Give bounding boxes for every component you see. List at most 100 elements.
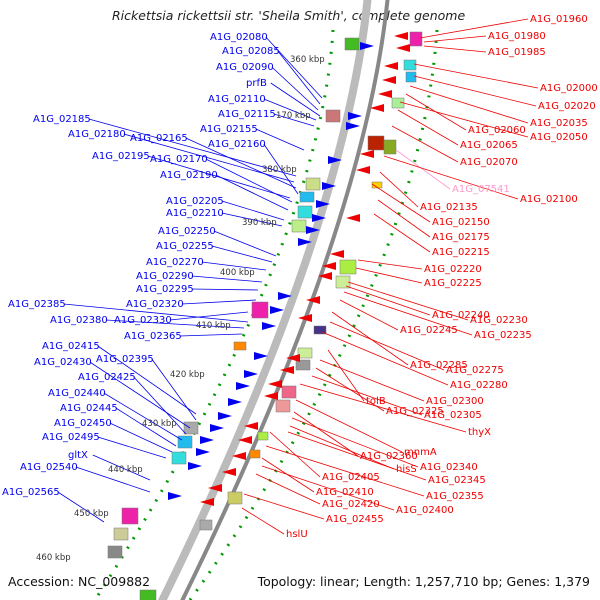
left-gene-label[interactable]: A1G_02085 <box>222 46 280 57</box>
right-gene-label[interactable]: A1G_02340 <box>420 462 478 473</box>
left-gene-label[interactable]: prfB <box>246 78 267 89</box>
right-gene-label[interactable]: A1G_02420 <box>322 499 380 510</box>
gene-block[interactable] <box>251 301 269 319</box>
right-gene-label[interactable]: A1G_02020 <box>538 101 596 112</box>
right-gene-label[interactable]: A1G_01980 <box>488 31 546 42</box>
left-gene-label[interactable]: A1G_02250 <box>158 226 216 237</box>
left-gene-label[interactable]: A1G_02270 <box>146 257 204 268</box>
right-gene-label[interactable]: A1G_02345 <box>428 475 486 486</box>
minus-strand-gene-arrow[interactable] <box>306 226 320 234</box>
gene-block[interactable] <box>297 205 313 219</box>
left-gene-label[interactable]: gltX <box>68 450 88 461</box>
gene-block[interactable] <box>339 259 357 275</box>
minus-strand-gene-arrow[interactable] <box>298 238 312 246</box>
gene-block[interactable] <box>295 359 311 371</box>
plus-strand-gene-arrow[interactable] <box>306 296 320 304</box>
gene-block[interactable] <box>313 325 327 335</box>
gene-block[interactable] <box>113 527 129 541</box>
left-gene-label[interactable]: A1G_02445 <box>60 403 118 414</box>
right-gene-label[interactable]: A1G_02225 <box>424 278 482 289</box>
gene-block[interactable] <box>325 109 341 123</box>
minus-strand-gene-arrow[interactable] <box>316 200 330 208</box>
gene-block[interactable] <box>344 37 360 51</box>
left-gene-label[interactable]: A1G_02210 <box>166 208 224 219</box>
right-gene-label[interactable]: A1G_02240 <box>432 310 490 321</box>
gene-block[interactable] <box>107 545 123 559</box>
left-gene-label[interactable]: A1G_02115 <box>218 109 276 120</box>
plus-strand-gene-arrow[interactable] <box>238 436 252 444</box>
left-gene-label[interactable]: A1G_02090 <box>216 62 274 73</box>
right-gene-label[interactable]: A1G_02070 <box>460 157 518 168</box>
plus-strand-gene-arrow[interactable] <box>286 354 300 362</box>
right-gene-label[interactable]: A1G_01985 <box>488 47 546 58</box>
right-gene-label[interactable]: A1G_02305 <box>424 410 482 421</box>
minus-strand-gene-arrow[interactable] <box>278 292 292 300</box>
gene-block[interactable] <box>233 341 247 351</box>
left-gene-label[interactable]: A1G_02165 <box>130 133 188 144</box>
left-gene-label[interactable]: A1G_02320 <box>126 299 184 310</box>
right-gene-label[interactable]: A1G_02100 <box>520 194 578 205</box>
gene-block[interactable] <box>183 421 199 435</box>
left-gene-label[interactable]: A1G_02290 <box>136 271 194 282</box>
right-gene-label[interactable]: A1G_02220 <box>424 264 482 275</box>
plus-strand-gene-arrow[interactable] <box>268 380 282 388</box>
left-gene-label[interactable]: A1G_02365 <box>124 331 182 342</box>
gene-block[interactable] <box>281 385 297 399</box>
left-gene-label[interactable]: A1G_02295 <box>136 284 194 295</box>
left-gene-label[interactable]: A1G_02080 <box>210 32 268 43</box>
gene-block[interactable] <box>405 71 417 83</box>
gene-block[interactable] <box>199 519 213 531</box>
minus-strand-gene-arrow[interactable] <box>236 382 250 390</box>
plus-strand-gene-arrow[interactable] <box>208 484 222 492</box>
right-gene-label[interactable]: A1G_02135 <box>420 202 478 213</box>
gene-block[interactable] <box>257 431 269 441</box>
plus-strand-gene-arrow[interactable] <box>370 104 384 112</box>
left-gene-label[interactable]: A1G_02430 <box>34 357 92 368</box>
right-gene-label[interactable]: hisS <box>396 464 417 475</box>
right-gene-label[interactable]: A1G_02150 <box>432 217 490 228</box>
right-gene-label[interactable]: A1G_02175 <box>432 232 490 243</box>
right-gene-label[interactable]: A1G_02410 <box>316 487 374 498</box>
right-gene-label[interactable]: A1G_02400 <box>396 505 454 516</box>
right-gene-label[interactable]: A1G_02325 <box>386 406 444 417</box>
left-gene-label[interactable]: A1G_02440 <box>48 388 106 399</box>
gene-block[interactable] <box>275 399 291 413</box>
plus-strand-gene-arrow[interactable] <box>396 44 410 52</box>
left-gene-label[interactable]: A1G_02155 <box>200 124 258 135</box>
gene-block[interactable] <box>305 177 321 191</box>
plus-strand-gene-arrow[interactable] <box>378 90 392 98</box>
minus-strand-gene-arrow[interactable] <box>346 122 360 130</box>
gene-block[interactable] <box>297 347 313 359</box>
right-gene-label[interactable]: A1G_01960 <box>530 14 588 25</box>
right-gene-label[interactable]: A1G_02280 <box>450 380 508 391</box>
minus-strand-gene-arrow[interactable] <box>218 412 232 420</box>
minus-strand-gene-arrow[interactable] <box>210 424 224 432</box>
right-gene-label[interactable]: A1G_02455 <box>326 514 384 525</box>
right-gene-label[interactable]: hslU <box>286 529 308 540</box>
minus-strand-gene-arrow[interactable] <box>228 398 242 406</box>
plus-strand-gene-arrow[interactable] <box>360 150 374 158</box>
plus-strand-gene-arrow[interactable] <box>346 214 360 222</box>
left-gene-label[interactable]: A1G_02255 <box>156 241 214 252</box>
right-gene-label[interactable]: A1G_02405 <box>322 472 380 483</box>
plus-strand-gene-arrow[interactable] <box>280 366 294 374</box>
plus-strand-gene-arrow[interactable] <box>382 76 396 84</box>
gene-block[interactable] <box>371 181 383 189</box>
plus-strand-gene-arrow[interactable] <box>232 452 246 460</box>
right-gene-label[interactable]: tolB <box>366 396 386 407</box>
plus-strand-gene-arrow[interactable] <box>244 422 258 430</box>
gene-block[interactable] <box>383 139 397 155</box>
minus-strand-gene-arrow[interactable] <box>168 492 182 500</box>
minus-strand-gene-arrow[interactable] <box>328 156 342 164</box>
plus-strand-gene-arrow[interactable] <box>330 250 344 258</box>
right-gene-label[interactable]: A1G_02360 <box>360 451 418 462</box>
right-gene-label[interactable]: A1G_02065 <box>460 140 518 151</box>
minus-strand-gene-arrow[interactable] <box>322 182 336 190</box>
minus-strand-gene-arrow[interactable] <box>200 436 214 444</box>
minus-strand-gene-arrow[interactable] <box>348 112 362 120</box>
minus-strand-gene-arrow[interactable] <box>360 42 374 50</box>
gene-block[interactable] <box>177 435 193 449</box>
minus-strand-gene-arrow[interactable] <box>244 370 258 378</box>
minus-strand-gene-arrow[interactable] <box>188 462 202 470</box>
right-gene-label[interactable]: A1G_02230 <box>470 315 528 326</box>
